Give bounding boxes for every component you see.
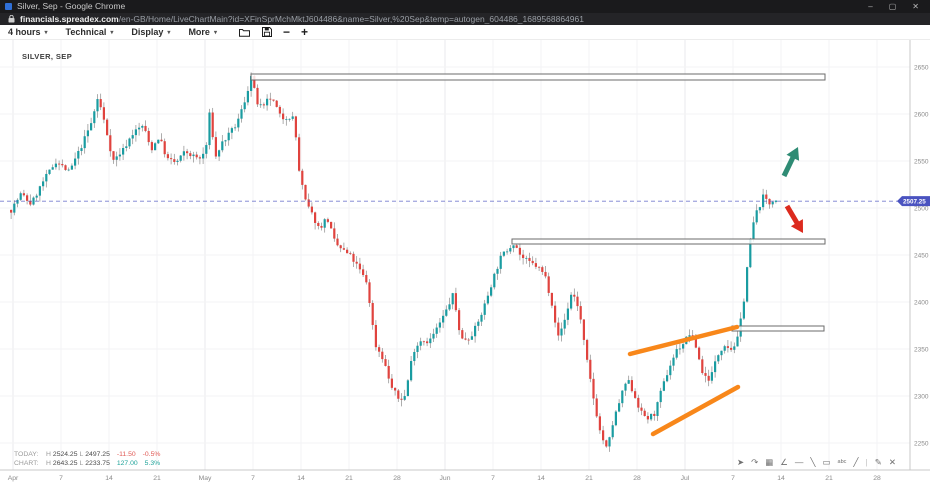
segment-tool-icon[interactable]: ╲ [810, 457, 816, 467]
price-tick-label: 2550 [914, 158, 929, 165]
save-icon[interactable] [261, 27, 272, 37]
curve-arrow-tool-icon[interactable]: ↷ [751, 457, 759, 467]
date-tick-label: May [199, 475, 212, 482]
date-tick-label: 28 [633, 475, 641, 482]
date-tick-label: 7 [491, 475, 495, 482]
today-low: 2497.25 [85, 451, 110, 458]
today-stats-row: TODAY: H 2524.25 L 2497.25 -11.50 -0.5% [14, 451, 160, 460]
date-tick-label: 14 [105, 475, 113, 482]
chart-change: 127.00 [116, 459, 138, 467]
chart-area: 2650 2600 2550 2500 2450 2400 2350 2300 2250 Apr 7… [0, 40, 930, 488]
url-path: /en-GB/Home/LiveChartMain?id=XFinSprMchM… [118, 14, 584, 24]
today-change-pct: -0.5% [142, 451, 161, 458]
date-tick-label: 14 [297, 475, 305, 482]
date-tick-label: 21 [585, 475, 593, 482]
open-folder-icon[interactable] [238, 28, 251, 37]
today-change: -11.50 [116, 451, 136, 458]
date-tick-label: 21 [345, 475, 353, 482]
timeframe-menu-label: 4 hours [8, 27, 41, 37]
bullish-arrow[interactable] [781, 147, 800, 178]
date-tick-label: 28 [873, 475, 881, 482]
grid-tool-icon[interactable]: ▦ [765, 457, 774, 467]
high-label: H [46, 459, 51, 467]
date-tick-label: 7 [251, 475, 255, 482]
url-bar[interactable]: financials.spreadex.com/en-GB/Home/LiveC… [0, 13, 930, 25]
delete-tool-icon[interactable]: ✕ [888, 457, 896, 467]
rectangle-tool-icon[interactable]: ▭ [822, 457, 831, 467]
price-tick-label: 2450 [914, 252, 929, 259]
price-tick-label: 2650 [914, 64, 929, 71]
window-title: Silver, Sep - Google Chrome [17, 1, 126, 11]
date-tick-label: 14 [537, 475, 545, 482]
current-price-badge: 2507.25 [897, 196, 930, 207]
secure-lock-icon [8, 15, 15, 23]
low-label: L [79, 451, 84, 458]
channel-lower-line[interactable] [650, 384, 741, 437]
price-tick-label: 2300 [914, 393, 929, 400]
display-menu-label: Display [131, 27, 164, 37]
current-price-value: 2507.25 [903, 198, 926, 205]
chart-stats-row: CHART: H 2643.25 L 2233.75 127.00 5.3% [14, 460, 160, 469]
zoom-out-button[interactable]: − [282, 25, 290, 39]
chart-change-pct: 5.3% [144, 459, 161, 467]
price-tick-label: 2600 [914, 111, 929, 118]
today-label: TODAY: [14, 451, 39, 458]
technical-menu[interactable]: Technical ▾ [66, 27, 114, 37]
date-tick-label: 7 [59, 475, 63, 482]
date-tick-label: 28 [393, 475, 401, 482]
resistance-zone-mid[interactable] [511, 238, 826, 245]
chevron-down-icon: ▾ [213, 29, 217, 36]
symbol-label: SILVER, SEP [22, 52, 73, 61]
high-label: H [46, 451, 51, 458]
date-tick-label: 7 [731, 475, 735, 482]
maximize-button[interactable]: ▢ [888, 2, 897, 11]
drawing-toolbar: ➤ ↷ ▦ ∠ — ╲ ▭ abc ╱ | ✎ ✕ [737, 457, 896, 467]
chevron-down-icon: ▾ [167, 29, 171, 36]
text-tool-icon[interactable]: abc [837, 459, 847, 465]
resistance-zone-top[interactable] [250, 73, 826, 81]
slash-tool-icon[interactable]: ╱ [853, 457, 859, 467]
toolbar-separator: | [865, 457, 868, 467]
chart-label: CHART: [14, 459, 39, 467]
site-favicon [5, 3, 12, 10]
date-tick-label: 14 [777, 475, 785, 482]
date-tick-label: Jul [681, 475, 690, 482]
price-tick-label: 2250 [914, 440, 929, 447]
date-tick-label: Apr [8, 475, 19, 482]
price-tick-label: 2400 [914, 299, 929, 306]
trend-angle-tool-icon[interactable]: ∠ [780, 457, 788, 467]
chart-high: 2643.25 [52, 459, 78, 467]
cursor-tool-icon[interactable]: ➤ [736, 457, 745, 467]
resistance-zone-low[interactable] [731, 325, 825, 332]
technical-menu-label: Technical [65, 27, 107, 37]
page-url: financials.spreadex.com/en-GB/Home/LiveC… [20, 14, 584, 24]
url-domain: financials.spreadex.com [20, 14, 119, 24]
candlestick-chart[interactable]: 2650 2600 2550 2500 2450 2400 2350 2300 2250 Apr 7… [0, 40, 930, 488]
browser-titlebar: Silver, Sep - Google Chrome – ▢ ✕ [0, 0, 930, 13]
minimize-button[interactable]: – [868, 2, 873, 11]
close-button[interactable]: ✕ [912, 2, 919, 11]
date-tick-label: 21 [825, 475, 833, 482]
zoom-in-button[interactable]: + [300, 25, 308, 39]
chart-toolbar: 4 hours ▾ Technical ▾ Display ▾ More ▾ −… [0, 25, 930, 40]
chart-low: 2233.75 [85, 459, 110, 467]
price-tick-label: 2350 [914, 346, 929, 353]
chevron-down-icon: ▾ [110, 29, 114, 36]
date-tick-label: Jun [440, 475, 451, 482]
more-menu-label: More [188, 27, 210, 37]
date-tick-label: 21 [153, 475, 161, 482]
bearish-arrow[interactable] [784, 204, 803, 233]
horizontal-line-tool-icon[interactable]: — [794, 457, 804, 467]
low-label: L [79, 459, 84, 467]
timeframe-menu[interactable]: 4 hours ▾ [8, 27, 48, 37]
price-tick-label: 2500 [914, 205, 929, 212]
more-menu[interactable]: More ▾ [188, 27, 217, 37]
channel-upper-line[interactable] [627, 324, 740, 357]
today-high: 2524.25 [52, 451, 78, 458]
chevron-down-icon: ▾ [44, 29, 48, 36]
session-stats: TODAY: H 2524.25 L 2497.25 -11.50 -0.5% CHART:… [14, 451, 160, 468]
pencil-tool-icon[interactable]: ✎ [874, 457, 882, 467]
display-menu[interactable]: Display ▾ [131, 27, 170, 37]
